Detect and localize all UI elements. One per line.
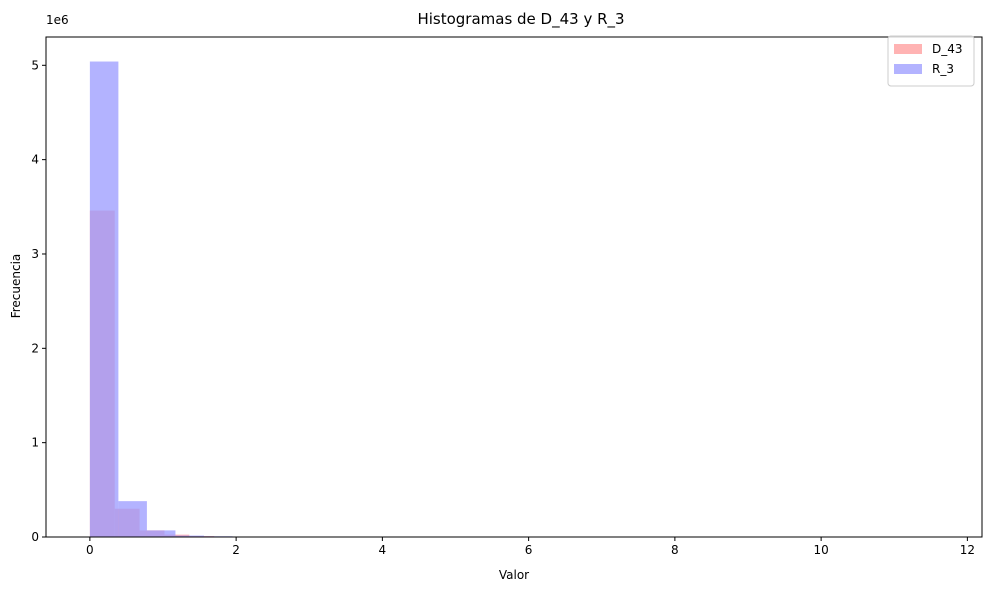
y-axis-ticks: 0 1 2 3 4 5	[31, 58, 46, 544]
y-tick-label: 0	[31, 530, 39, 544]
x-tick-label: 6	[525, 543, 533, 557]
bar-r-3-3	[175, 535, 204, 537]
x-tick-label: 2	[232, 543, 240, 557]
y-axis-offset-label: 1e6	[46, 13, 69, 27]
x-tick-label: 10	[813, 543, 828, 557]
y-tick-label: 1	[31, 436, 39, 450]
legend: D_43 R_3	[887, 35, 975, 87]
y-tick-label: 4	[31, 153, 39, 167]
bars-group	[89, 61, 261, 538]
bar-r-3-0	[89, 61, 119, 538]
chart-title: Histogramas de D_43 y R_3	[417, 10, 624, 29]
y-tick-label: 3	[31, 247, 39, 261]
plot-frame	[45, 36, 983, 538]
y-tick-label: 5	[31, 58, 39, 72]
legend-swatch-r-3	[894, 64, 922, 74]
x-tick-label: 8	[671, 543, 679, 557]
x-axis-ticks: 0 2 4 6 8 10 12	[86, 537, 975, 557]
legend-swatch-d-43	[894, 44, 922, 54]
x-tick-label: 4	[379, 543, 387, 557]
y-axis-label: Frecuencia	[9, 254, 23, 319]
x-axis-label: Valor	[499, 568, 529, 582]
y-tick-label: 2	[31, 341, 39, 355]
legend-label-r-3: R_3	[932, 62, 954, 76]
bar-r-3-2	[146, 530, 176, 537]
legend-items: D_43 R_3	[894, 42, 963, 76]
legend-label-d-43: D_43	[932, 42, 963, 56]
x-tick-label: 12	[960, 543, 975, 557]
x-tick-label: 0	[86, 543, 94, 557]
bar-r-3-1	[118, 501, 147, 537]
